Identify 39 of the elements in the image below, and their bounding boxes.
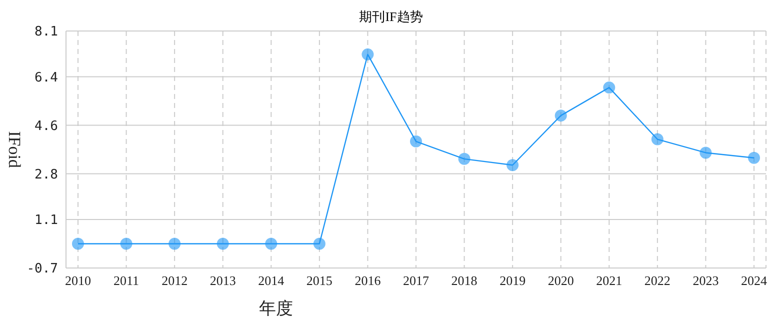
point xyxy=(362,48,374,60)
point xyxy=(313,238,326,250)
point xyxy=(458,152,470,165)
x-tick-label: 2023 xyxy=(692,273,719,288)
point xyxy=(603,82,616,94)
point xyxy=(700,146,712,159)
x-tick-label: 2022 xyxy=(644,273,670,288)
point xyxy=(168,238,181,250)
x-tick-label: 2020 xyxy=(548,273,574,288)
point xyxy=(748,152,760,164)
y-axis-title: IFoid xyxy=(4,131,24,168)
point xyxy=(120,238,132,250)
x-tick-label: 2017 xyxy=(403,273,430,288)
x-tick-label: 2015 xyxy=(306,273,332,288)
y-tick-label: 4.6 xyxy=(34,118,58,134)
x-tick-label: 2011 xyxy=(114,273,140,288)
x-tick-label: 2016 xyxy=(354,273,382,288)
x-tick-label: 2013 xyxy=(210,273,236,288)
x-tick-label: 2021 xyxy=(596,273,622,288)
y-tick-label: 1.1 xyxy=(34,213,58,228)
x-tick-label: 2024 xyxy=(741,273,768,288)
x-axis-title: 年度 xyxy=(259,299,293,318)
point xyxy=(554,110,567,122)
x-tick-label: 2010 xyxy=(65,273,91,288)
x-tick-label: 2019 xyxy=(500,273,526,288)
y-tick-label: -0.7 xyxy=(26,262,58,277)
point xyxy=(651,133,664,146)
point xyxy=(410,135,422,148)
point xyxy=(506,159,519,172)
y-tick-label: 2.8 xyxy=(34,167,58,182)
x-tick-label: 2012 xyxy=(162,273,188,288)
point xyxy=(72,238,84,250)
y-tick-label: 8.1 xyxy=(34,24,58,40)
x-tick-label: 2014 xyxy=(258,273,285,288)
point xyxy=(216,238,229,250)
chart-title: 期刊IF趋势 xyxy=(358,8,424,26)
x-tick-label: 2018 xyxy=(451,273,478,288)
point xyxy=(265,238,278,250)
y-tick-label: 6.4 xyxy=(34,70,58,86)
